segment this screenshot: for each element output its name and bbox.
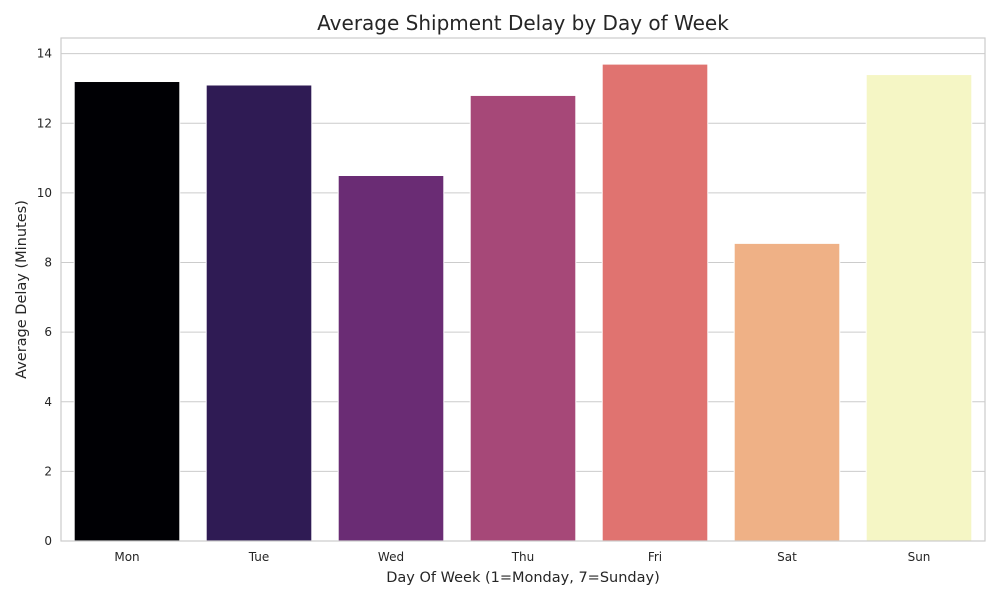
bar-sat [733, 242, 841, 542]
bar-tue [205, 84, 313, 542]
x-tick-label: Thu [511, 550, 535, 564]
x-tick-label: Sat [777, 550, 797, 564]
x-tick-label: Tue [248, 550, 270, 564]
y-tick-label: 14 [37, 47, 52, 61]
x-tick-label: Sun [908, 550, 931, 564]
y-tick-labels: 0 2 4 6 8 10 12 14 [37, 47, 52, 548]
x-tick-label: Fri [648, 550, 662, 564]
y-tick-label: 0 [44, 534, 52, 548]
y-tick-label: 12 [37, 116, 52, 130]
plot-frame [60, 37, 986, 542]
bar-thu [469, 94, 577, 542]
x-tick-label: Mon [114, 550, 139, 564]
bar-sun [865, 74, 973, 542]
bar-fri [601, 63, 709, 542]
y-tick-label: 4 [44, 395, 52, 409]
chart-title: Average Shipment Delay by Day of Week [317, 11, 729, 35]
bars [73, 63, 973, 542]
y-tick-label: 8 [44, 256, 52, 270]
y-tick-label: 10 [37, 186, 52, 200]
y-axis-label: Average Delay (Minutes) [14, 200, 30, 379]
bar-wed [337, 174, 445, 542]
x-axis-label: Day Of Week (1=Monday, 7=Sunday) [386, 570, 659, 586]
y-tick-label: 6 [44, 325, 52, 339]
x-tick-labels: Mon Tue Wed Thu Fri Sat Sun [114, 550, 930, 564]
bar-mon [73, 81, 181, 542]
y-tick-label: 2 [44, 464, 52, 478]
x-tick-label: Wed [378, 550, 404, 564]
